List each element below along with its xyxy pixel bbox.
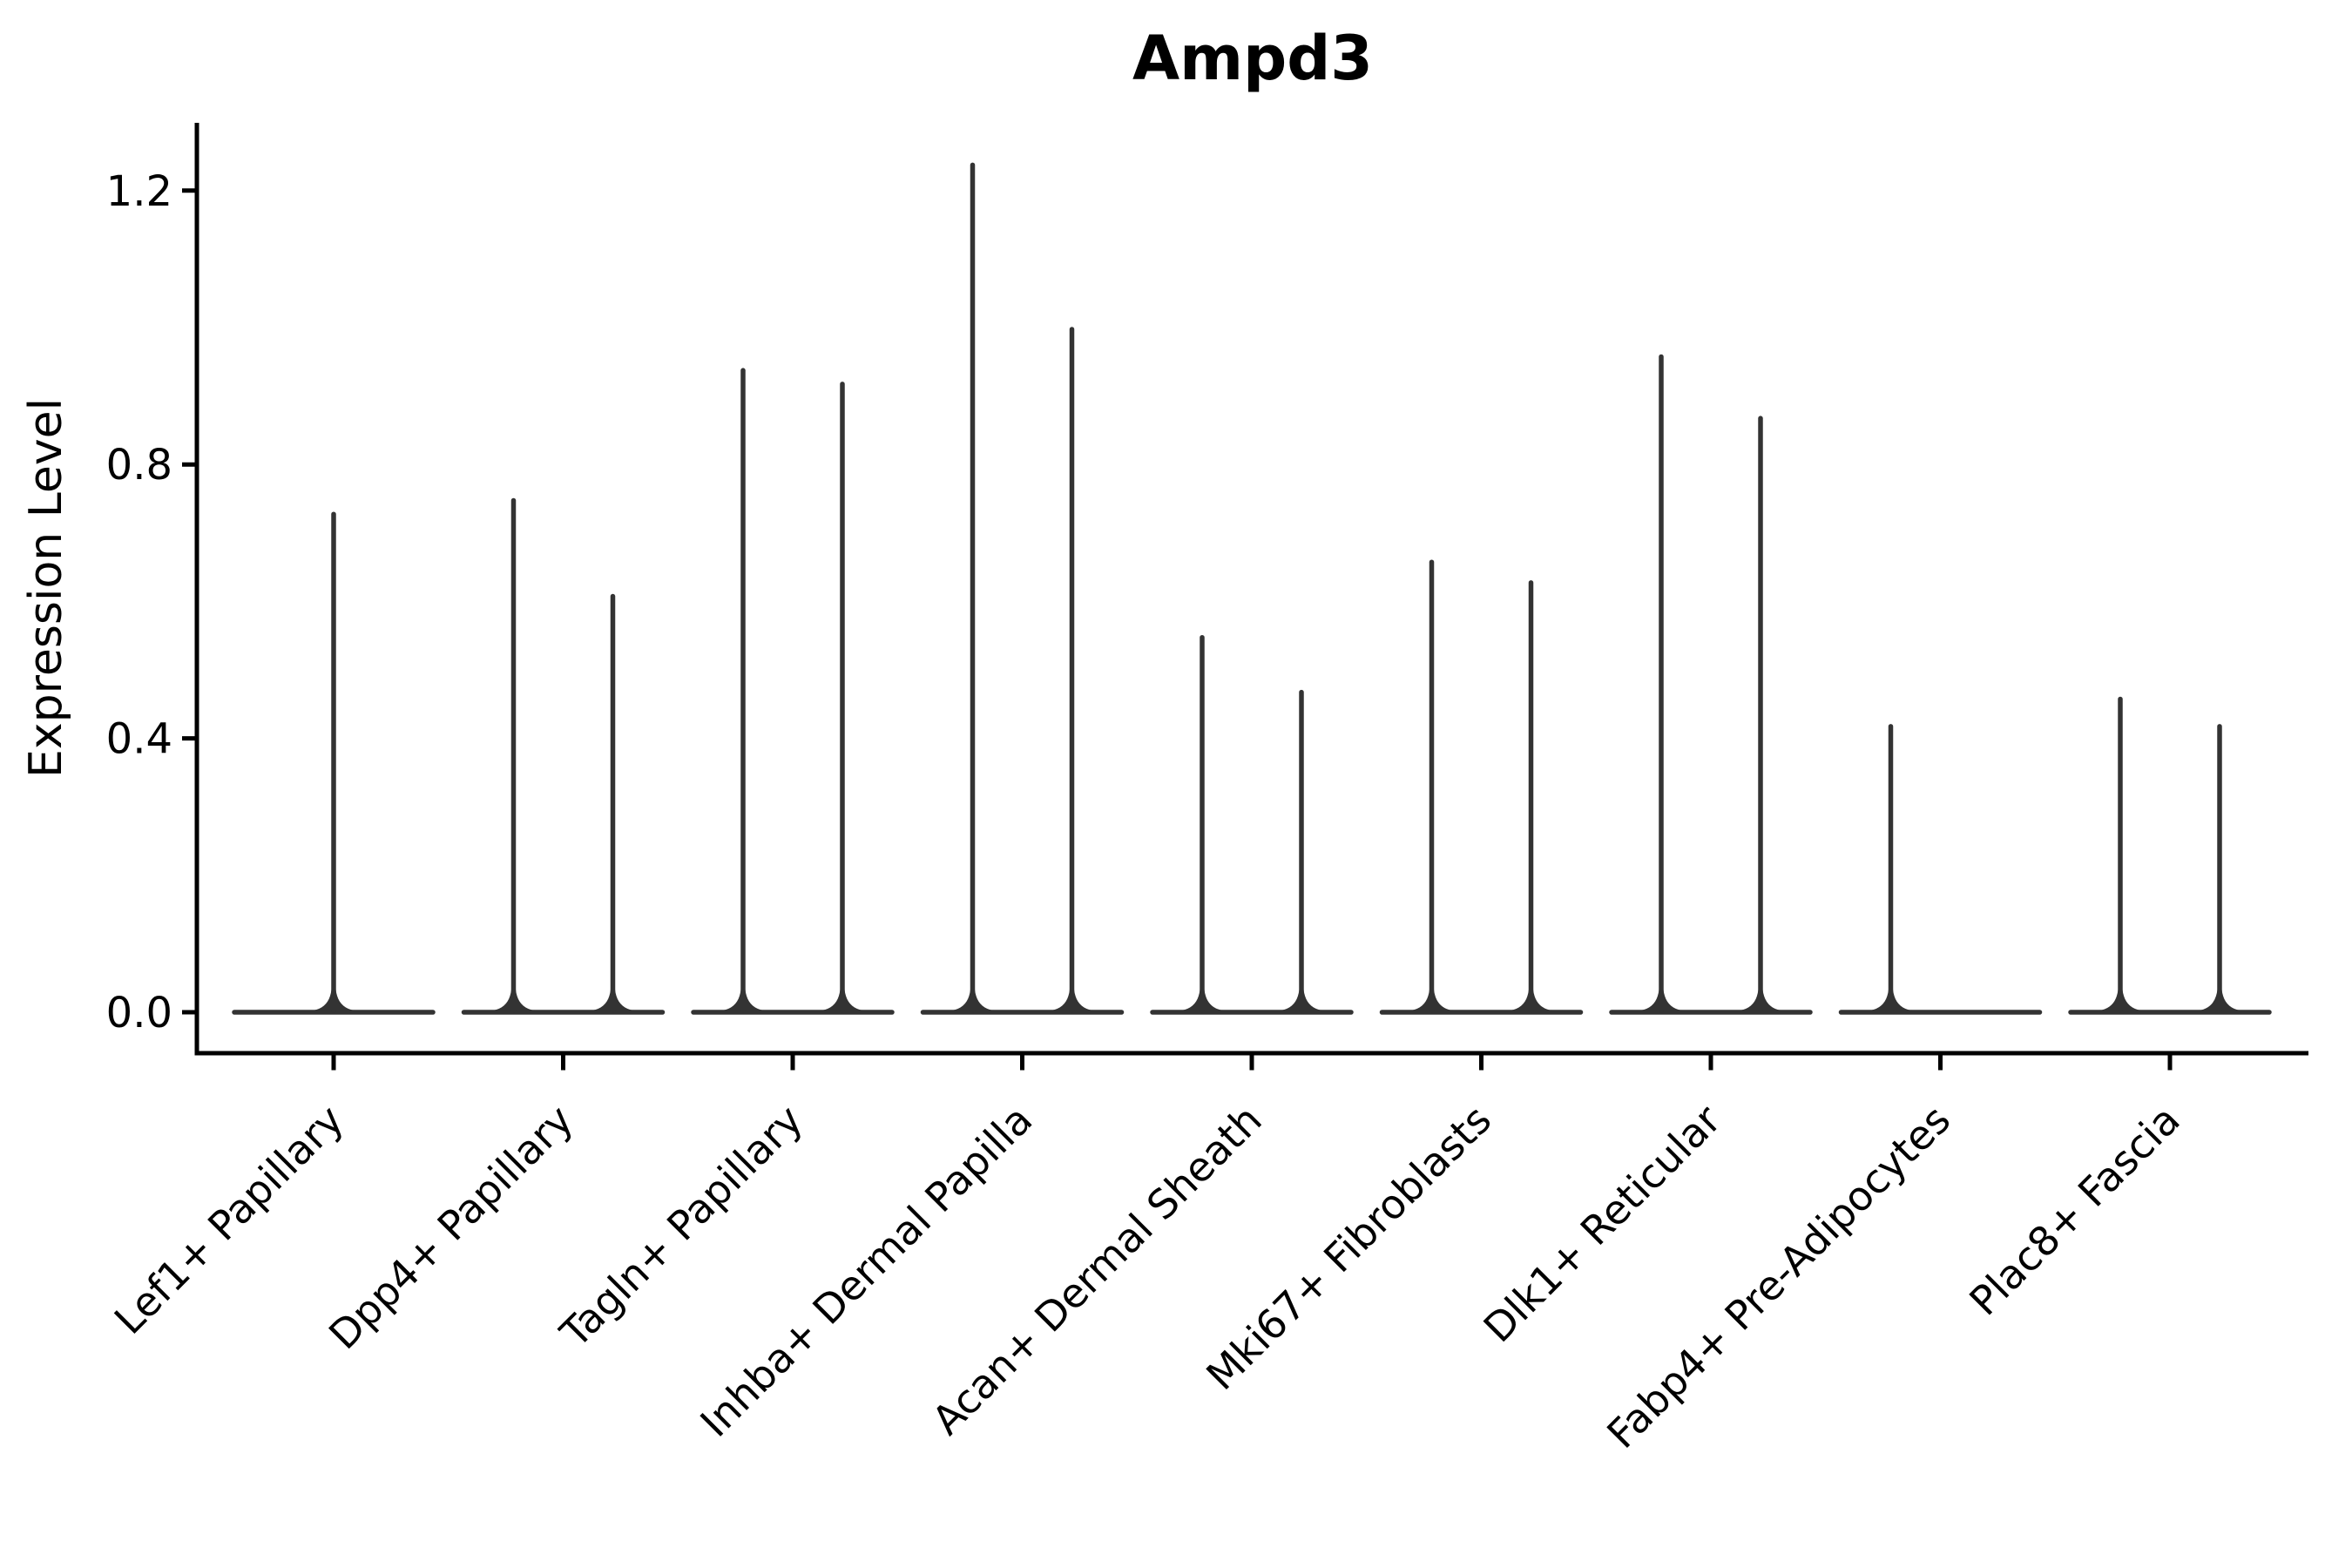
y-tick-label: 0.0: [106, 989, 172, 1037]
y-tick-label: 0.4: [106, 715, 172, 764]
violin-base-fillet: [951, 990, 994, 1010]
violin-base-fillet: [1051, 990, 1093, 1010]
x-tick-label: Plac8+ Fascia: [1960, 1096, 2188, 1324]
violin-base-fillet: [492, 990, 535, 1010]
violin-base-fillet: [1281, 990, 1322, 1010]
y-tick-label: 0.8: [106, 441, 172, 490]
violin-base-fillet: [1410, 990, 1453, 1010]
plot-title: Ampd3: [1132, 23, 1374, 94]
violin-base-fillet: [821, 990, 863, 1010]
violin-base-fillet: [2199, 990, 2240, 1010]
x-tick-label: Dpp4+ Papillary: [320, 1096, 582, 1358]
violin-base-fillet: [1740, 990, 1781, 1010]
x-tick-label: Dlk1+ Reticular: [1475, 1096, 1730, 1351]
violin-base-fillet: [1869, 990, 1912, 1010]
violin-base-fillet: [2099, 990, 2141, 1010]
x-tick-label: Tagln+ Papillary: [551, 1096, 812, 1357]
violin-base-fillet: [1510, 990, 1552, 1010]
violin-base-fillet: [591, 990, 634, 1010]
x-tick-label: Lef1+ Papillary: [105, 1096, 353, 1343]
y-tick-label: 1.2: [106, 167, 172, 216]
violin-base-fillet: [1181, 990, 1223, 1010]
violin-base-fillet: [722, 990, 764, 1010]
y-axis-label: Expression Level: [20, 398, 72, 778]
violin-base-fillet: [313, 990, 355, 1010]
violin-base-fillet: [1640, 990, 1682, 1010]
